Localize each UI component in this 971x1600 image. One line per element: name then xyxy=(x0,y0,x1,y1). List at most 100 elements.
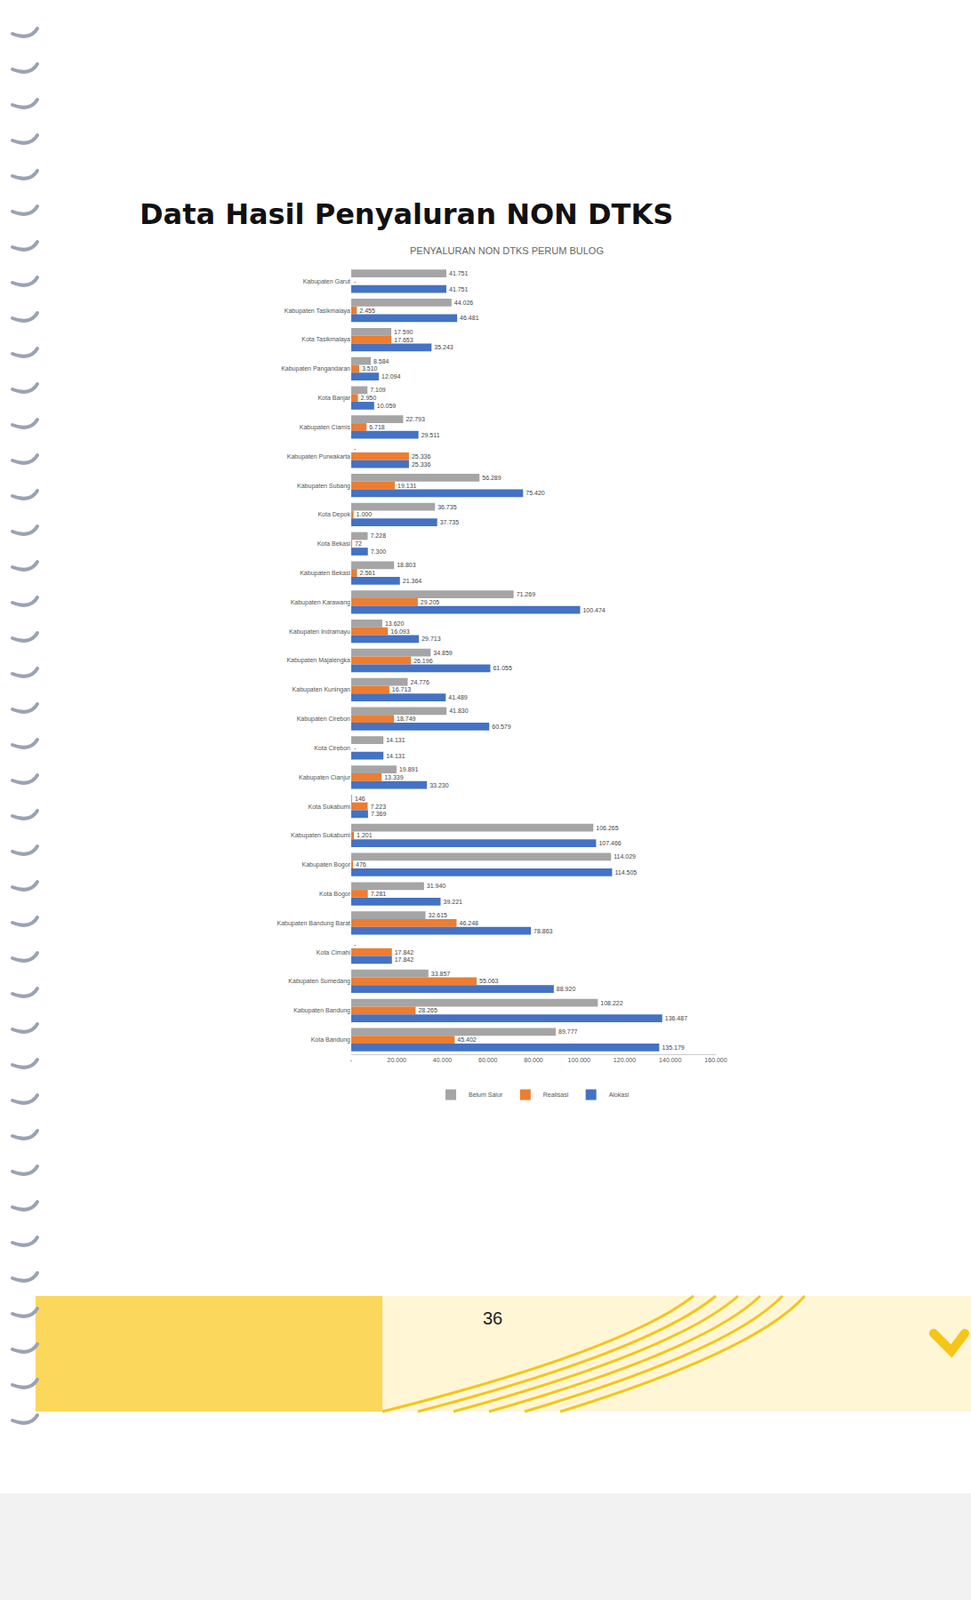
svg-text:21.364: 21.364 xyxy=(402,577,423,585)
svg-text:1.000: 1.000 xyxy=(356,511,373,518)
svg-text:Kota Depok: Kota Depok xyxy=(317,511,351,519)
svg-text:24.776: 24.776 xyxy=(409,679,430,686)
svg-text:80.000: 80.000 xyxy=(523,1057,544,1064)
svg-text:Kabupaten Sukabumi: Kabupaten Sukabumi xyxy=(290,832,351,840)
svg-text:29.511: 29.511 xyxy=(421,432,441,439)
svg-text:Kota Bandung: Kota Bandung xyxy=(311,1036,351,1044)
svg-text:78.863: 78.863 xyxy=(533,928,554,935)
svg-text:Kabupaten Subang: Kabupaten Subang xyxy=(296,482,351,490)
svg-text:60.579: 60.579 xyxy=(491,723,512,731)
svg-text:88.920: 88.920 xyxy=(556,986,577,993)
svg-text:3.510: 3.510 xyxy=(361,365,378,372)
svg-text:41.489: 41.489 xyxy=(448,694,468,701)
svg-text:Kabupaten Indramayu: Kabupaten Indramayu xyxy=(288,628,351,636)
svg-text:35.243: 35.243 xyxy=(433,344,454,351)
svg-text:20.000: 20.000 xyxy=(387,1057,408,1064)
svg-text:160.000: 160.000 xyxy=(704,1057,727,1064)
svg-text:100.000: 100.000 xyxy=(568,1057,591,1064)
svg-text:71.269: 71.269 xyxy=(516,591,537,598)
svg-text:40.000: 40.000 xyxy=(433,1057,453,1064)
svg-text:46.481: 46.481 xyxy=(459,314,480,321)
svg-text:Realisasi: Realisasi xyxy=(543,1091,570,1099)
svg-text:108.222: 108.222 xyxy=(600,1000,623,1007)
svg-text:17.842: 17.842 xyxy=(394,949,415,956)
svg-text:Kabupaten Majalengka: Kabupaten Majalengka xyxy=(286,657,351,665)
svg-text:7.300: 7.300 xyxy=(370,548,387,555)
svg-text:Kota Bogor: Kota Bogor xyxy=(319,890,352,899)
svg-text:17.590: 17.590 xyxy=(393,329,414,336)
svg-text:32.615: 32.615 xyxy=(428,912,449,919)
svg-text:Kabupaten Ciamis: Kabupaten Ciamis xyxy=(299,424,352,432)
svg-text:13.620: 13.620 xyxy=(385,620,405,627)
svg-text:41.830: 41.830 xyxy=(449,707,469,715)
svg-text:25.336: 25.336 xyxy=(411,461,432,468)
svg-text:Kabupaten Cianjur: Kabupaten Cianjur xyxy=(298,774,352,782)
svg-text:33.857: 33.857 xyxy=(431,971,451,978)
svg-text:476: 476 xyxy=(355,861,367,868)
svg-text:Alokasi: Alokasi xyxy=(609,1091,630,1099)
svg-text:Belum Salur: Belum Salur xyxy=(468,1091,504,1099)
svg-text:10.059: 10.059 xyxy=(377,402,397,410)
svg-text:PENYALURAN NON DTKS PERUM BULO: PENYALURAN NON DTKS PERUM BULOG xyxy=(409,245,604,257)
svg-text:19.131: 19.131 xyxy=(397,482,418,490)
svg-text:44.026: 44.026 xyxy=(454,299,474,306)
svg-text:Kota Cimahi: Kota Cimahi xyxy=(316,949,352,956)
svg-text:26.196: 26.196 xyxy=(413,658,434,665)
svg-text:Kabupaten Tasikmalaya: Kabupaten Tasikmalaya xyxy=(284,307,351,315)
svg-text:106.265: 106.265 xyxy=(595,825,618,832)
svg-text:31.940: 31.940 xyxy=(426,882,447,890)
svg-text:18.749: 18.749 xyxy=(396,715,417,723)
svg-text:12.094: 12.094 xyxy=(381,373,402,380)
svg-text:Kabupaten Pangandaran: Kabupaten Pangandaran xyxy=(280,365,351,373)
svg-text:14.131: 14.131 xyxy=(385,753,406,760)
svg-text:-: - xyxy=(353,445,357,452)
svg-text:146: 146 xyxy=(354,795,366,803)
svg-text:2.561: 2.561 xyxy=(360,569,377,577)
svg-text:60.000: 60.000 xyxy=(478,1057,498,1064)
svg-text:34.859: 34.859 xyxy=(433,650,453,657)
svg-text:41.751: 41.751 xyxy=(449,286,469,293)
svg-text:37.735: 37.735 xyxy=(440,519,460,526)
svg-text:6.718: 6.718 xyxy=(369,424,386,431)
svg-text:135.179: 135.179 xyxy=(661,1044,684,1052)
svg-text:28.265: 28.265 xyxy=(417,1007,438,1014)
svg-text:140.000: 140.000 xyxy=(658,1057,682,1064)
svg-text:Kabupaten Cirebon: Kabupaten Cirebon xyxy=(296,715,351,723)
svg-text:Kota Banjar: Kota Banjar xyxy=(317,394,351,402)
svg-text:1.201: 1.201 xyxy=(356,832,373,839)
svg-text:2.455: 2.455 xyxy=(359,307,376,314)
svg-text:Kota Cirebon: Kota Cirebon xyxy=(313,745,351,752)
svg-text:-: - xyxy=(353,278,357,285)
svg-text:100.474: 100.474 xyxy=(582,607,605,614)
svg-text:55.063: 55.063 xyxy=(479,978,499,985)
svg-text:89.777: 89.777 xyxy=(558,1028,578,1036)
svg-text:7.109: 7.109 xyxy=(369,386,386,394)
svg-text:29.205: 29.205 xyxy=(420,599,441,606)
svg-text:Kabupaten Purwakarta: Kabupaten Purwakarta xyxy=(287,453,351,461)
svg-text:17.842: 17.842 xyxy=(394,956,415,963)
svg-text:18.803: 18.803 xyxy=(396,561,417,569)
svg-text:33.230: 33.230 xyxy=(429,782,450,789)
svg-text:-: - xyxy=(353,745,357,752)
svg-text:8.584: 8.584 xyxy=(373,358,390,365)
svg-text:16.713: 16.713 xyxy=(392,686,412,693)
svg-text:2.950: 2.950 xyxy=(361,394,378,402)
svg-text:75.420: 75.420 xyxy=(525,489,546,497)
svg-text:Kota Tasikmalaya: Kota Tasikmalaya xyxy=(301,336,351,344)
svg-text:7.369: 7.369 xyxy=(370,810,387,818)
svg-text:29.713: 29.713 xyxy=(421,635,442,642)
svg-text:19.891: 19.891 xyxy=(399,766,419,773)
svg-text:46.248: 46.248 xyxy=(459,920,480,927)
svg-text:56.289: 56.289 xyxy=(481,474,502,482)
svg-text:107.466: 107.466 xyxy=(598,840,621,847)
svg-text:22.793: 22.793 xyxy=(405,416,426,423)
svg-text:41.751: 41.751 xyxy=(449,270,469,277)
svg-text:7.281: 7.281 xyxy=(370,890,387,898)
svg-text:45.402: 45.402 xyxy=(457,1036,477,1044)
svg-text:Kota Sukabumi: Kota Sukabumi xyxy=(308,803,352,811)
svg-text:114.029: 114.029 xyxy=(613,853,636,860)
svg-text:17.653: 17.653 xyxy=(393,337,414,344)
svg-text:136.487: 136.487 xyxy=(665,1015,688,1022)
svg-text:72: 72 xyxy=(354,540,362,547)
svg-text:25.336: 25.336 xyxy=(411,453,432,460)
